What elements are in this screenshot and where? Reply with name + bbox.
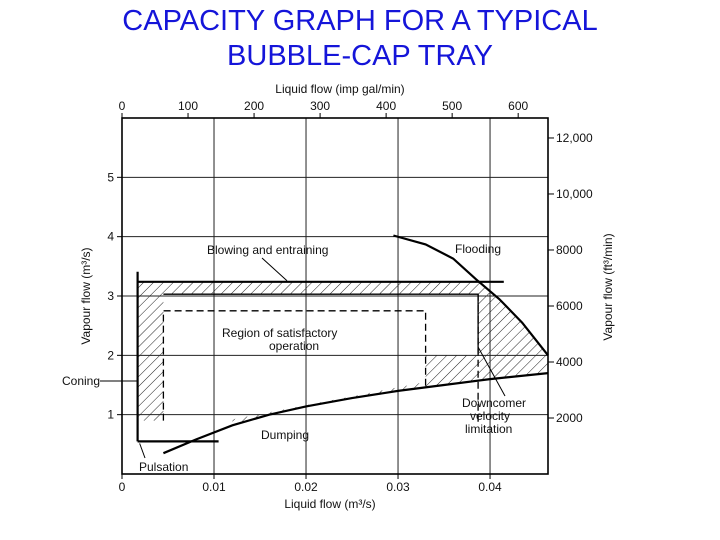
- annotation-flooding: Flooding: [455, 242, 501, 256]
- annotation-blowing-leader: [261, 257, 288, 282]
- annotation-downcomer-line2: velocity: [470, 409, 510, 423]
- top-axis-tick-label: 400: [376, 99, 396, 113]
- left-axis-tick-label: 1: [107, 408, 114, 422]
- top-axis-tick-label: 100: [178, 99, 198, 113]
- left-axis-tick-label: 4: [107, 230, 114, 244]
- hatched-band-flooding: [478, 281, 548, 381]
- bottom-axis-tick-label: 0.01: [202, 480, 226, 494]
- annotation-region-line1: Region of satisfactory: [222, 326, 337, 340]
- page-title-line-2: BUBBLE-CAP TRAY: [227, 40, 493, 72]
- right-axis-tick-label: 12,000: [556, 131, 593, 145]
- annotation-blowing: Blowing and entraining: [207, 243, 328, 257]
- right-axis-title: Vapour flow (ft³/min): [601, 233, 615, 340]
- page-title-line-1: CAPACITY GRAPH FOR A TYPICAL: [122, 5, 598, 37]
- bottom-axis-tick-label: 0.02: [294, 480, 318, 494]
- right-axis-tick-label: 2000: [556, 411, 583, 425]
- left-axis-tick-label: 2: [107, 348, 114, 362]
- top-axis-tick-label: 0: [119, 99, 126, 113]
- right-axis-tick-label: 8000: [556, 243, 583, 257]
- hatched-band-dumping: [232, 355, 479, 426]
- page-title: CAPACITY GRAPH FOR A TYPICAL BUBBLE-CAP …: [0, 4, 720, 74]
- top-axis-tick-label: 500: [442, 99, 462, 113]
- left-axis-title: Vapour flow (m³/s): [79, 247, 93, 344]
- bottom-axis-tick-label: 0.03: [386, 480, 410, 494]
- right-axis-tick-label: 4000: [556, 355, 583, 369]
- left-axis-tick-label: 3: [107, 289, 114, 303]
- satisfactory-region-boundary: [162, 310, 427, 421]
- right-axis-tick-label: 10,000: [556, 187, 593, 201]
- top-axis-tick-label: 200: [244, 99, 264, 113]
- annotation-region-line2: operation: [269, 339, 319, 353]
- annotation-pulsation: Pulsation: [139, 460, 188, 474]
- annotation-pulsation-leader: [139, 443, 146, 459]
- annotation-downcomer-line3: limitation: [465, 422, 512, 436]
- right-axis-tick-label: 6000: [556, 299, 583, 313]
- bottom-axis-title: Liquid flow (m³/s): [284, 497, 375, 511]
- top-axis-tick-label: 600: [508, 99, 528, 113]
- annotation-downcomer-line1: Downcomer: [462, 396, 526, 410]
- annotation-coning: Coning: [62, 374, 100, 388]
- annotation-downcomer-leader: [477, 346, 506, 397]
- left-axis-tick-label: 5: [107, 170, 114, 184]
- satisfactory-region-inner-edge: [163, 293, 479, 353]
- annotation-dumping: Dumping: [261, 428, 309, 442]
- bottom-axis-tick-label: 0.04: [478, 480, 502, 494]
- top-axis-title: Liquid flow (imp gal/min): [275, 82, 404, 96]
- dumping-curve: [162, 372, 549, 455]
- bottom-axis-tick-label: 0: [119, 480, 126, 494]
- flooding-curve: [393, 234, 549, 356]
- top-axis-tick-label: 300: [310, 99, 330, 113]
